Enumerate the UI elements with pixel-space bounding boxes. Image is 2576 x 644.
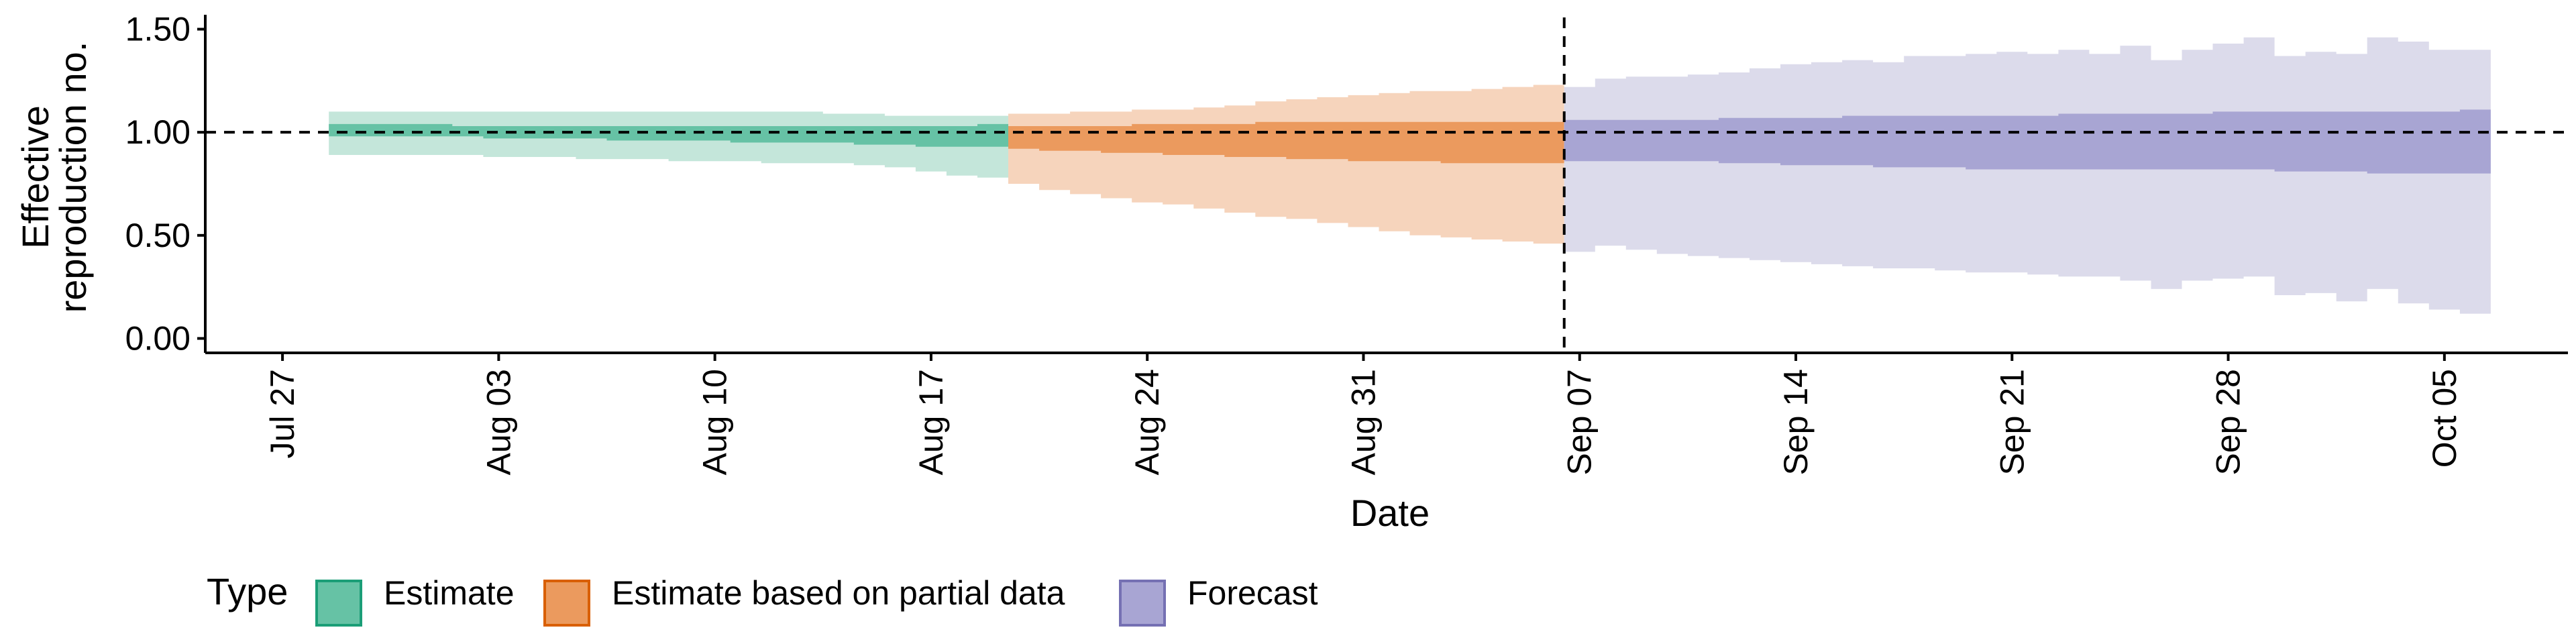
x-tick-label: Aug 24: [1128, 369, 1166, 475]
ribbon-outer-estimate-based-on-partial-data: [1008, 85, 1564, 244]
y-axis-title-line: reproduction no.: [52, 42, 94, 313]
legend-label: Estimate based on partial data: [612, 574, 1065, 612]
legend: Type Estimate Estimate based on partial da…: [207, 570, 1318, 627]
y-axis-title-line: Effective: [14, 105, 56, 249]
x-tick-label: Aug 31: [1345, 369, 1383, 475]
legend-title: Type: [207, 570, 288, 612]
x-tick-label: Oct 05: [2426, 369, 2463, 468]
x-tick-label: Sep 07: [1561, 369, 1599, 475]
x-tick-label: Aug 03: [480, 369, 517, 475]
x-tick-label: Sep 28: [2210, 369, 2247, 475]
ribbon-outer-forecast: [1564, 37, 2491, 314]
y-tick-label: 1.50: [125, 11, 191, 48]
legend-item-estimate-based-on-partial-data: Estimate based on partial data: [543, 574, 1065, 627]
x-tick-label: Sep 14: [1777, 369, 1815, 475]
y-tick-label: 1.00: [125, 113, 191, 151]
y-tick-label: 0.00: [125, 319, 191, 357]
ribbon-inner-forecast: [1564, 109, 2491, 174]
legend-item-forecast: Forecast: [1119, 574, 1318, 627]
legend-label: Forecast: [1187, 574, 1318, 612]
legend-item-estimate: Estimate: [315, 574, 515, 627]
y-tick-label: 0.50: [125, 217, 191, 254]
legend-key-estimate: [315, 580, 362, 627]
x-tick-label: Aug 17: [912, 369, 950, 475]
x-tick-label: Sep 21: [1993, 369, 2031, 475]
legend-label: Estimate: [384, 574, 515, 612]
legend-key-estimate-based-on-partial-data: [543, 580, 590, 627]
ribbon-layer: [329, 37, 2491, 314]
axes-layer: 0.00 0.50 1.00 1.50 Jul 27 Aug 03 Aug 10 Aug 17…: [14, 11, 2568, 534]
x-axis-title: Date: [1350, 492, 1430, 534]
legend-key-forecast: [1119, 580, 1166, 627]
x-tick-label: Aug 10: [696, 369, 734, 475]
x-tick-label: Jul 27: [264, 369, 301, 458]
ribbon-inner-estimate: [329, 123, 1008, 147]
